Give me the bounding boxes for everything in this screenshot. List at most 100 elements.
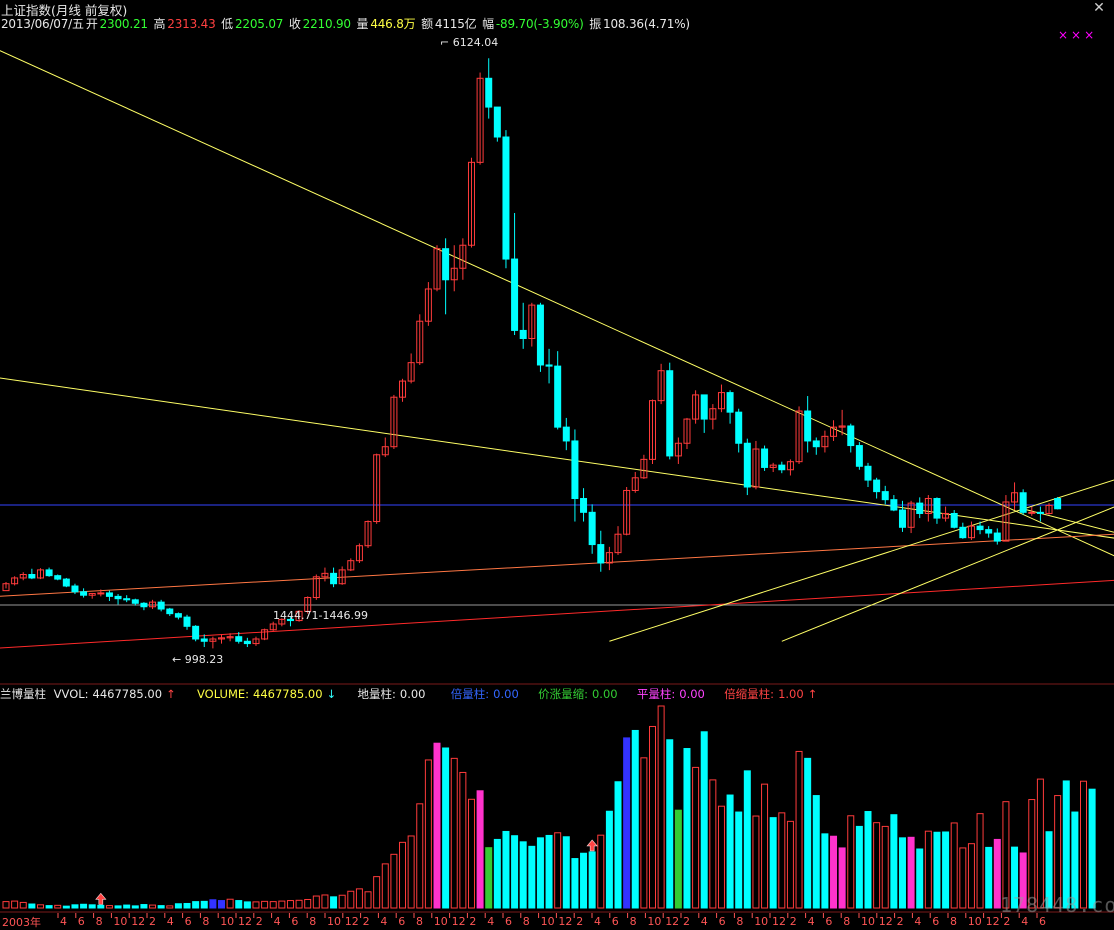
month-tick-label: 12 xyxy=(452,915,466,928)
candle-body xyxy=(312,576,320,599)
candle-body xyxy=(467,161,475,246)
month-tick-label: 10 xyxy=(647,915,661,928)
month-tick-label: 2 xyxy=(576,915,583,928)
volume-marker-icon xyxy=(95,892,107,905)
volume-bar xyxy=(950,822,958,909)
volume-bar xyxy=(97,904,105,909)
candle-body xyxy=(924,498,932,514)
month-tick-label: 6 xyxy=(932,915,939,928)
volume-bar xyxy=(907,836,915,909)
volume-bar xyxy=(347,890,355,909)
candle-body xyxy=(959,526,967,539)
volume-bar xyxy=(252,901,260,909)
volume-bar xyxy=(536,837,544,909)
month-tick-label: 6 xyxy=(291,915,298,928)
candle-body xyxy=(166,608,174,615)
candle-body xyxy=(614,533,622,554)
volume-bar xyxy=(597,834,605,909)
volume-bar xyxy=(416,803,424,909)
month-tick-label: 8 xyxy=(630,915,637,928)
volume-bar xyxy=(700,731,708,909)
volume-bar xyxy=(373,876,381,909)
candle-body xyxy=(218,637,225,640)
volume-bar xyxy=(399,841,407,909)
volume-bar xyxy=(778,812,786,909)
volume-bar xyxy=(80,903,88,909)
trendline-support-orange xyxy=(0,533,1114,597)
bei-value: 0.00 xyxy=(493,687,519,701)
volume-bar xyxy=(519,841,527,909)
candle-body xyxy=(1011,492,1019,503)
volume-bar xyxy=(226,898,234,909)
candle-body xyxy=(45,569,53,577)
volume-bar xyxy=(71,904,79,909)
volume-bar xyxy=(511,835,519,909)
candle-body xyxy=(373,454,381,523)
volume-bar xyxy=(381,863,389,909)
volume-bar xyxy=(11,900,19,909)
volume-indicator-name[interactable]: 兰博量柱 xyxy=(0,687,46,701)
volume-bar xyxy=(235,900,243,909)
close-icon[interactable]: ✕ xyxy=(1093,0,1105,16)
candle-body xyxy=(1019,492,1027,513)
candle-body xyxy=(174,613,182,618)
month-tick-label: 8 xyxy=(416,915,423,928)
candle-body xyxy=(588,511,596,546)
volume-bar xyxy=(666,739,674,909)
volume-bar xyxy=(192,901,200,909)
candle-body xyxy=(269,623,277,631)
volume-bar xyxy=(459,771,467,909)
volume-bar xyxy=(62,905,70,909)
candle-body xyxy=(1002,501,1010,542)
volume-bar xyxy=(1088,788,1096,909)
candle-body xyxy=(381,446,389,456)
volume-bar xyxy=(881,825,889,909)
candle-body xyxy=(485,77,493,108)
month-tick-label: 12 xyxy=(558,915,572,928)
month-tick-label: 2 xyxy=(1003,915,1010,928)
candle-body xyxy=(967,525,975,539)
volume-bar xyxy=(286,900,294,909)
volume-bar xyxy=(131,905,139,909)
month-tick-label: 12 xyxy=(986,915,1000,928)
quote-low: 2205.07 xyxy=(234,17,284,31)
quote-header: 上证指数(月线 前复权) xyxy=(1,0,129,19)
candle-body xyxy=(252,638,260,645)
candle-body xyxy=(149,601,157,608)
candle-body xyxy=(390,396,398,448)
month-tick-label: 6 xyxy=(719,915,726,928)
volume-bar xyxy=(36,904,44,909)
volume-bar xyxy=(631,729,639,909)
candle-body xyxy=(649,400,656,460)
volume-bar xyxy=(605,810,613,909)
volume-bar xyxy=(54,904,62,909)
volume-bar xyxy=(45,905,53,909)
candle-body xyxy=(226,636,234,639)
month-tick-label: 12 xyxy=(879,915,893,928)
candle-body xyxy=(1036,511,1044,514)
candle-body xyxy=(286,618,294,622)
volume-bar xyxy=(1062,780,1070,909)
candle-body xyxy=(950,512,958,528)
candle-body xyxy=(442,248,450,281)
volume-bar xyxy=(424,759,432,909)
candle-body xyxy=(235,636,243,642)
candle-body xyxy=(942,512,950,519)
month-tick-label: 2 xyxy=(469,915,476,928)
volume-bar xyxy=(571,858,579,909)
candle-body xyxy=(2,583,10,592)
month-tick-label: 10 xyxy=(327,915,341,928)
volume-bar xyxy=(338,894,346,909)
trendline-descending-main xyxy=(0,50,1114,557)
volume-bar xyxy=(450,757,458,909)
volume-bar xyxy=(1011,846,1019,909)
volume-bar xyxy=(735,811,743,909)
candle-body xyxy=(743,442,751,488)
volume-bar xyxy=(149,904,157,909)
volume-bar xyxy=(674,809,682,909)
volume-bar xyxy=(683,748,691,909)
volume-bar xyxy=(847,815,855,909)
volume-bar xyxy=(623,737,631,909)
quote-open: 2300.21 xyxy=(99,17,148,31)
candle-body xyxy=(209,638,217,642)
